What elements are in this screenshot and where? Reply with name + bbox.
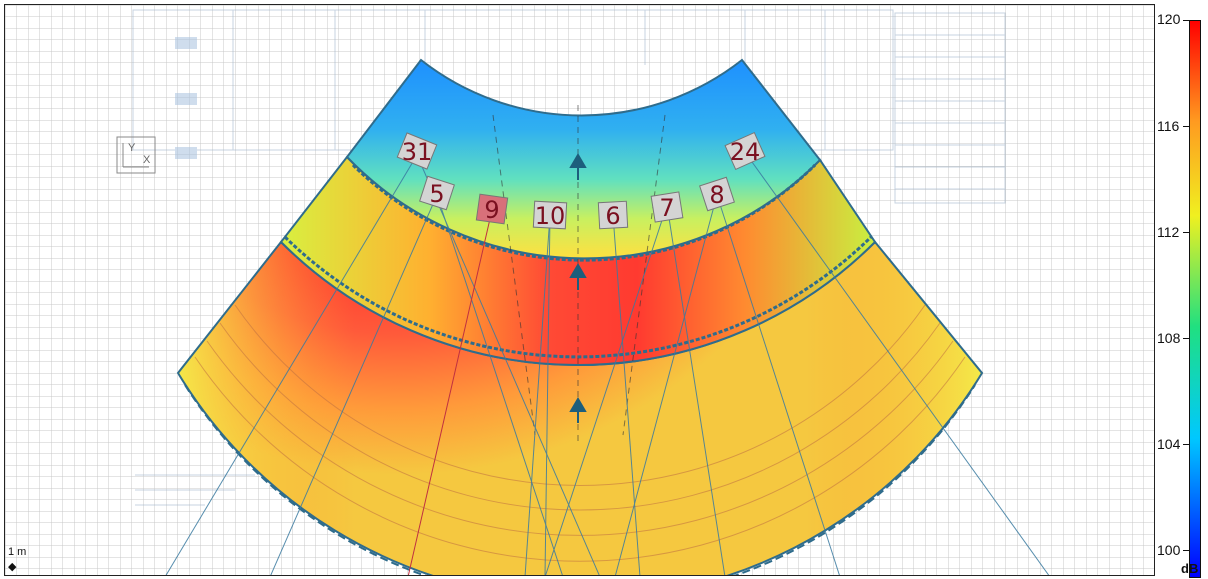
speaker-label: 7	[659, 194, 674, 222]
colorbar-tick	[1183, 550, 1189, 551]
colorbar-tick	[1183, 20, 1189, 21]
colorbar-tick-label: 100	[1157, 542, 1181, 558]
colorbar-tick	[1183, 232, 1189, 233]
colorbar-unit: dB	[1181, 561, 1199, 576]
colorbar-tick-label: 120	[1157, 11, 1181, 27]
coverage-map[interactable]: 31 5 9 10 6 7 8 24	[5, 5, 1155, 576]
speaker-9[interactable]: 9	[475, 193, 509, 226]
highlight-ray	[407, 209, 493, 575]
colorbar-tick	[1183, 338, 1189, 339]
colorbar-tick-label: 108	[1157, 330, 1181, 346]
speaker-label: 10	[535, 202, 566, 230]
speaker-8[interactable]: 8	[699, 176, 735, 214]
colorbar-tick-label: 112	[1157, 224, 1180, 240]
colorbar-tick	[1183, 444, 1189, 445]
scale-label: 1 m	[8, 546, 27, 558]
speaker-rays	[165, 154, 1050, 575]
speaker-label: 31	[402, 138, 433, 166]
speaker-label: 24	[730, 138, 761, 166]
axis-orientation-widget: Y X	[116, 136, 156, 174]
speaker-label: 5	[429, 180, 444, 208]
colorbar-tick	[1183, 126, 1189, 127]
speaker-7[interactable]: 7	[650, 191, 684, 225]
speaker-5[interactable]: 5	[419, 175, 455, 213]
speaker-label: 8	[709, 181, 724, 209]
speaker-label: 9	[484, 196, 499, 224]
direction-arrows	[569, 153, 587, 423]
zone-upper[interactable]	[345, 58, 822, 262]
speaker-31[interactable]: 31	[392, 127, 442, 176]
speaker-10[interactable]: 10	[532, 200, 568, 231]
speaker-label: 6	[605, 202, 620, 230]
colorbar-tick-label: 104	[1157, 436, 1181, 452]
speaker-24[interactable]: 24	[719, 127, 770, 178]
double-arrow-icon: ◆	[8, 561, 17, 573]
colorbar-tick-label: 116	[1157, 118, 1180, 134]
axis-y-label: Y	[128, 142, 136, 154]
speaker-6[interactable]: 6	[597, 200, 629, 231]
colorbar	[1189, 20, 1201, 578]
coverage-plot[interactable]: 31 5 9 10 6 7 8 24	[4, 4, 1155, 576]
axis-x-label: X	[143, 154, 151, 166]
